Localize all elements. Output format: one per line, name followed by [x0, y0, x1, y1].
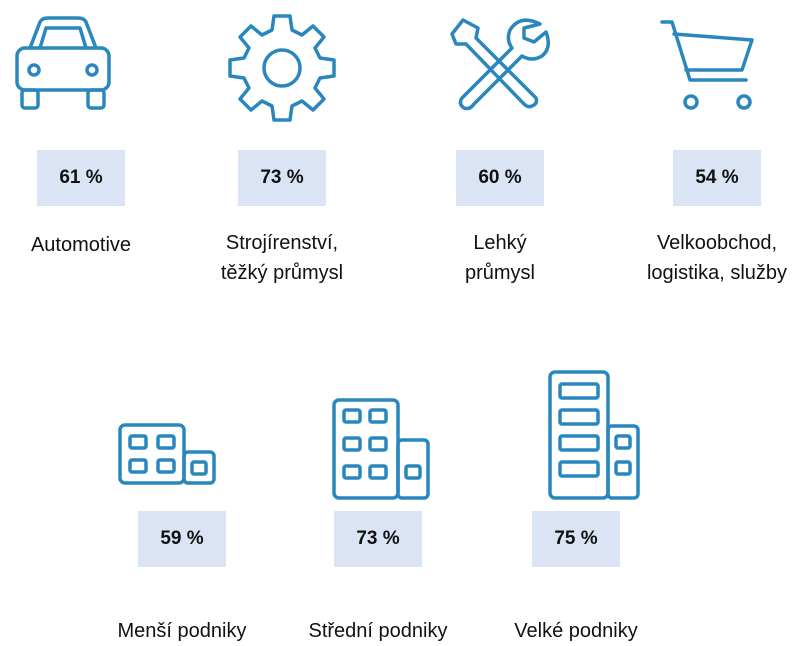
item-label: Lehký průmysl [400, 228, 600, 288]
label-line: Automotive [30, 234, 132, 256]
value-box: 60 % [456, 150, 544, 206]
value-box: 73 % [334, 511, 422, 567]
small-building-icon [118, 423, 216, 485]
label-line: Velkoobchod, [656, 232, 778, 254]
label-line: Menší podniky [117, 620, 247, 642]
item-label: Velkoobchod, logistika, služby [617, 228, 804, 288]
label-line: Střední podniky [308, 620, 448, 642]
item-label: Strojírenství, těžký průmysl [182, 228, 382, 288]
value-box: 73 % [238, 150, 326, 206]
gear-icon [228, 14, 336, 122]
value-box: 59 % [138, 511, 226, 567]
large-building-icon [548, 370, 640, 500]
value-box: 54 % [673, 150, 761, 206]
car-icon [15, 16, 111, 110]
label-line: průmysl [464, 262, 535, 284]
item-label: Menší podniky [82, 616, 282, 646]
label-line: logistika, služby [646, 262, 788, 284]
label-line: těžký průmysl [220, 262, 344, 284]
value-box: 61 % [37, 150, 125, 206]
tools-icon [450, 18, 550, 111]
item-label: Střední podniky [278, 616, 478, 646]
cart-icon [660, 20, 754, 110]
value-box: 75 % [532, 511, 620, 567]
item-label: Automotive [0, 230, 181, 260]
label-line: Strojírenství, [225, 232, 339, 254]
label-line: Velké podniky [514, 620, 638, 642]
medium-building-icon [332, 398, 430, 500]
item-label: Velké podniky [476, 616, 676, 646]
label-line: Lehký [473, 232, 527, 254]
